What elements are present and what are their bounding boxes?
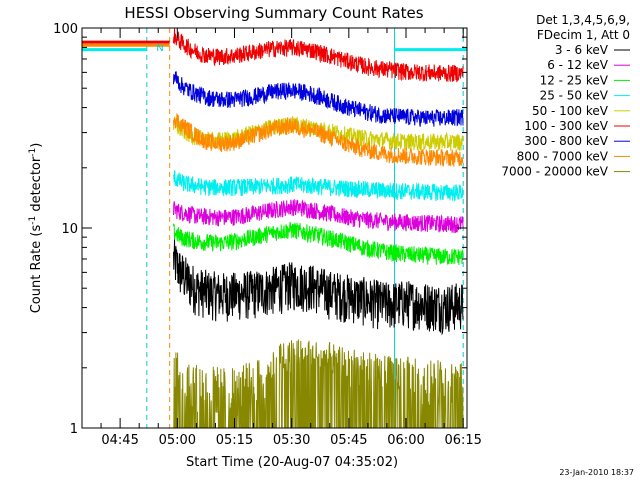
series-5 — [173, 28, 464, 83]
series-line-2 — [173, 221, 464, 266]
y-axis-label-main: Count Rate (s — [29, 225, 44, 314]
x-tick-label-1: 05:00 — [159, 433, 196, 448]
x-axis: 04:45 05:00 05:15 05:30 05:45 06:00 06:15 — [81, 28, 482, 448]
x-axis-label: Start Time (20-Aug-07 04:35:02) — [186, 455, 398, 470]
legend-label-3: 25 - 50 keV — [540, 89, 609, 103]
series-2 — [173, 221, 464, 266]
x-tick-label-2: 05:15 — [216, 433, 253, 448]
x-tick-label-3: 05:30 — [273, 433, 310, 448]
legend-header-line-1: Det 1,3,4,5,6,9, — [536, 13, 630, 27]
legend-label-4: 50 - 100 keV — [532, 104, 609, 118]
y-tick-label-2: 100 — [53, 22, 78, 37]
y-tick-label-0: 1 — [70, 422, 78, 437]
legend-label-8: 7000 - 20000 keV — [501, 165, 608, 179]
series-6 — [173, 71, 464, 127]
x-tick-label-4: 05:45 — [330, 433, 367, 448]
x-tick-label-6: 06:15 — [444, 433, 481, 448]
y-axis-label-end: ) — [29, 143, 44, 148]
legend-label-5: 100 - 300 keV — [524, 119, 608, 133]
legend-label-1: 6 - 12 keV — [547, 58, 609, 72]
series-line-8 — [173, 339, 464, 429]
series-0 — [173, 239, 464, 336]
y-axis: 1 10 100 — [53, 22, 467, 437]
legend-label-0: 3 - 6 keV — [555, 43, 609, 57]
series-1 — [173, 199, 464, 233]
flag-label: N — [156, 43, 163, 54]
y-axis-label-sup1: -1 — [28, 216, 38, 225]
legend-label-6: 300 - 800 keV — [524, 134, 608, 148]
series-line-1 — [173, 199, 464, 233]
legend-label-2: 12 - 25 keV — [540, 73, 609, 87]
plot-timestamp: 23-Jan-2010 18:37 — [559, 468, 634, 477]
legend-header-line-2: FDecim 1, Att 0 — [537, 28, 630, 42]
y-axis-label: Count Rate (s-1 detector-1) — [28, 143, 44, 314]
series-line-7 — [173, 112, 464, 167]
series-3 — [173, 170, 464, 203]
x-tick-label-5: 06:00 — [387, 433, 424, 448]
legend-label-7: 800 - 7000 keV — [517, 149, 609, 163]
y-axis-label-mid: detector — [29, 156, 44, 216]
series-line-3 — [173, 170, 464, 203]
series-8 — [173, 339, 464, 429]
series-line-6 — [173, 71, 464, 127]
series-line-0 — [173, 239, 464, 336]
chart-title: HESSI Observing Summary Count Rates — [124, 4, 423, 22]
x-tick-label-0: 04:45 — [101, 433, 138, 448]
legend: Det 1,3,4,5,6,9, FDecim 1, Att 0 3 - 6 k… — [501, 13, 630, 179]
y-tick-label-1: 10 — [61, 222, 78, 237]
series-line-5 — [173, 28, 464, 83]
series-7 — [173, 112, 464, 167]
y-axis-label-sup2: -1 — [28, 148, 38, 157]
series-lines — [82, 28, 467, 429]
